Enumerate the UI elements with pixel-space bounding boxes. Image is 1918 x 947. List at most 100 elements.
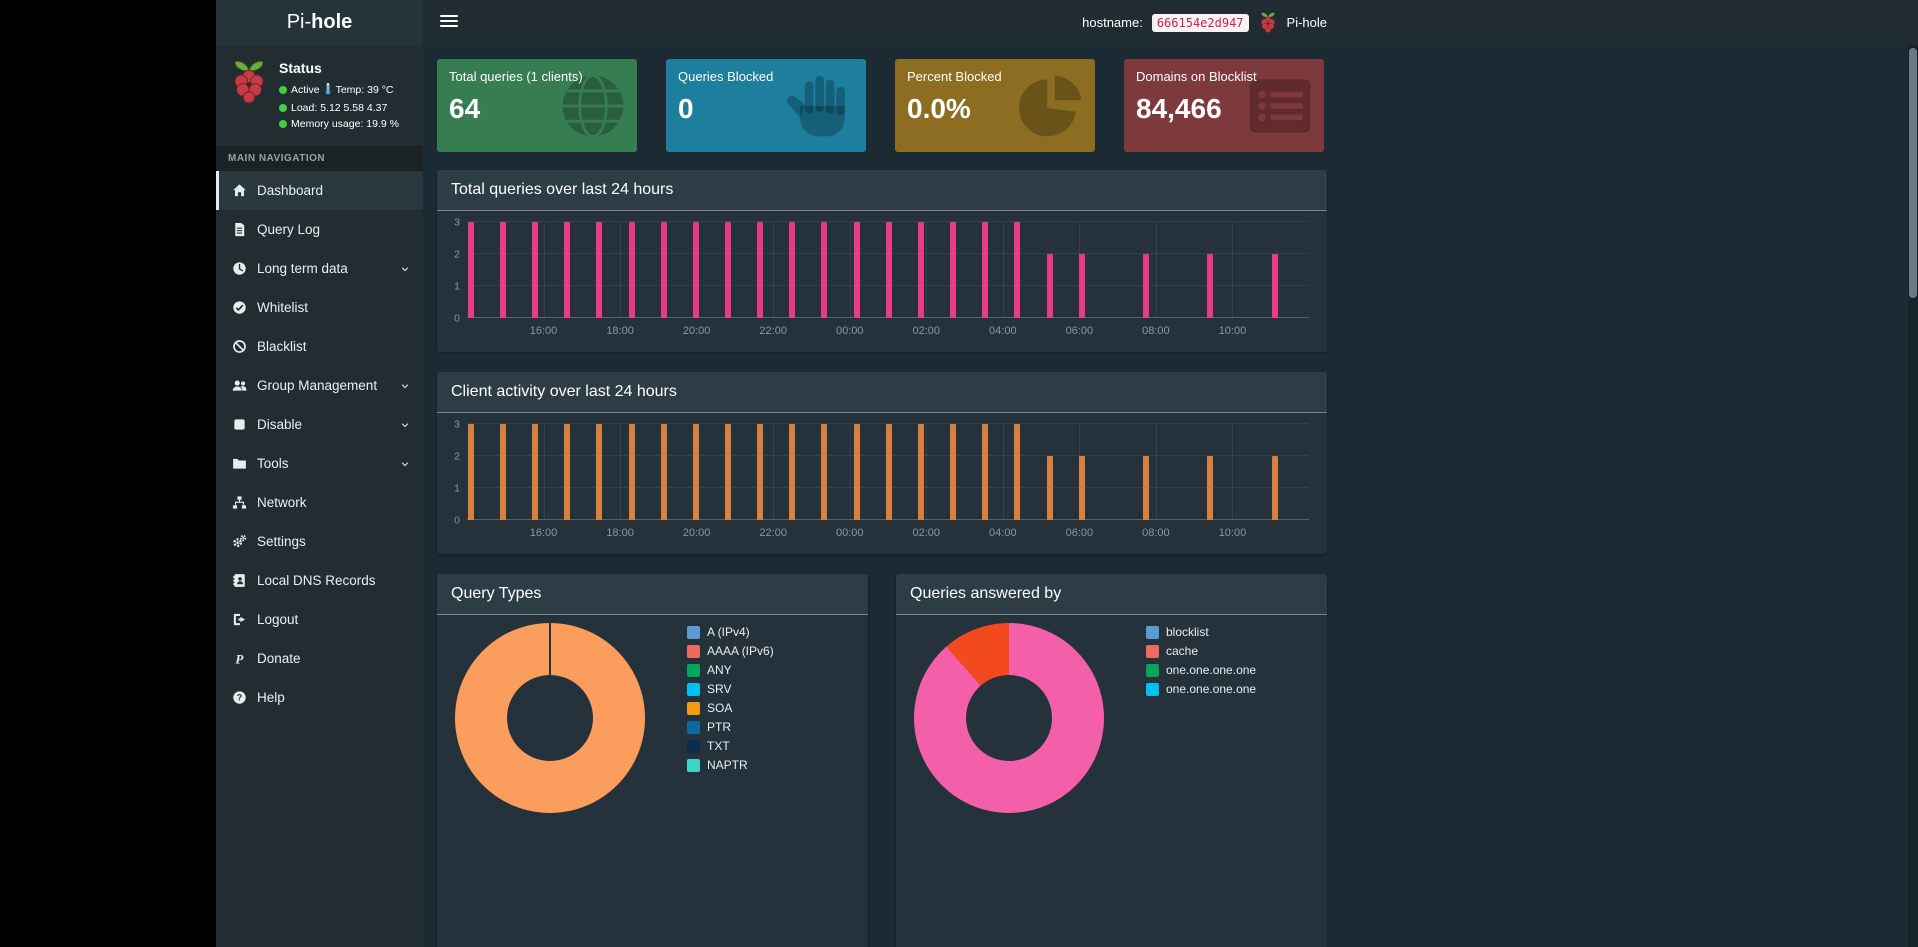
chart-bar[interactable] (1046, 254, 1053, 318)
chart-bar[interactable] (1014, 424, 1021, 520)
chart-bar[interactable] (467, 424, 474, 520)
query-types-chart[interactable] (455, 623, 645, 813)
chart-bar[interactable] (725, 222, 732, 318)
legend-swatch (687, 701, 700, 715)
hostname-label: hostname: (1082, 15, 1143, 30)
sidebar-item-dashboard[interactable]: Dashboard (216, 171, 423, 210)
legend-swatch (1146, 625, 1159, 639)
legend-item-naptr[interactable]: NAPTR (687, 758, 774, 772)
home-icon (230, 183, 248, 198)
legend-item-aaaa-ipv6[interactable]: AAAA (IPv6) (687, 644, 774, 658)
chart-bar[interactable] (789, 424, 796, 520)
chart-bar[interactable] (757, 222, 764, 318)
chart-bar[interactable] (725, 424, 732, 520)
chart-bar[interactable] (1142, 456, 1149, 520)
page-scrollbar[interactable] (1908, 0, 1918, 947)
query-types-legend: A (IPv4) AAAA (IPv6) ANY SRV SOA PTR TXT NAPTR (687, 625, 774, 777)
chart-bar[interactable] (950, 424, 957, 520)
chart-bar[interactable] (564, 424, 571, 520)
chart-bar[interactable] (853, 424, 860, 520)
sidebar-item-logout[interactable]: Logout (216, 600, 423, 639)
chart-bar[interactable] (467, 222, 474, 318)
chart-bar[interactable] (885, 222, 892, 318)
chart-bar[interactable] (499, 424, 506, 520)
chart-bar[interactable] (917, 222, 924, 318)
sidebar-item-disable[interactable]: Disable (216, 405, 423, 444)
sidebar-item-query-log[interactable]: Query Log (216, 210, 423, 249)
status-ok-icon (279, 120, 287, 128)
chart-bar[interactable] (499, 222, 506, 318)
chart-bar[interactable] (757, 424, 764, 520)
sidebar-item-network[interactable]: Network (216, 483, 423, 522)
sidebar-item-blacklist[interactable]: Blacklist (216, 327, 423, 366)
total-queries-chart[interactable]: 0 1 2 3 16:00 18:00 20:00 22:00 00:00 02:00 04:00 0… (454, 217, 1309, 337)
scrollbar-thumb[interactable] (1909, 48, 1917, 298)
pihole-admin-app: Pi-hole hostname: 666154e2d947 Pi-hole S… (216, 0, 1918, 947)
chart-bar[interactable] (1046, 456, 1053, 520)
legend-label: AAAA (IPv6) (707, 644, 774, 658)
chart-bar[interactable] (1014, 222, 1021, 318)
x-tick-label: 20:00 (682, 527, 711, 539)
chart-bar[interactable] (950, 222, 957, 318)
x-tick-label: 10:00 (1218, 527, 1247, 539)
chart-bar[interactable] (628, 222, 635, 318)
brand-prefix: Pi- (286, 11, 312, 33)
doughnut-chart[interactable] (914, 623, 1104, 813)
chart-bar[interactable] (821, 222, 828, 318)
chart-bar[interactable] (982, 424, 989, 520)
chart-bar[interactable] (789, 222, 796, 318)
sidebar-item-tools[interactable]: Tools (216, 444, 423, 483)
chart-bar[interactable] (982, 222, 989, 318)
queries-answered-by-chart[interactable] (914, 623, 1104, 813)
status-active-label: Active (291, 84, 320, 96)
chart-bar[interactable] (1271, 254, 1278, 318)
panel-client-activity: Client activity over last 24 hours 0 1 2 3 1… (437, 372, 1327, 554)
sidebar-item-donate[interactable]: P Donate (216, 639, 423, 678)
sidebar-item-whitelist[interactable]: Whitelist (216, 288, 423, 327)
chart-bar[interactable] (821, 424, 828, 520)
chart-bar[interactable] (596, 222, 603, 318)
legend-item-srv[interactable]: SRV (687, 682, 774, 696)
chart-bar[interactable] (564, 222, 571, 318)
legend-item-a-ipv4[interactable]: A (IPv4) (687, 625, 774, 639)
chart-bar[interactable] (660, 424, 667, 520)
chart-bar[interactable] (532, 424, 539, 520)
chart-bar[interactable] (628, 424, 635, 520)
sidebar-toggle-button[interactable] (440, 15, 458, 30)
card-value: 84,466 (1136, 93, 1222, 124)
legend-item-one-one-one-one[interactable]: one.one.one.one (1146, 682, 1256, 696)
chart-bar[interactable] (692, 222, 699, 318)
chart-bar[interactable] (532, 222, 539, 318)
chart-bar[interactable] (1142, 254, 1149, 318)
chart-bar[interactable] (1078, 254, 1085, 318)
chart-bar[interactable] (660, 222, 667, 318)
legend-item-soa[interactable]: SOA (687, 701, 774, 715)
chart-bar[interactable] (917, 424, 924, 520)
account-menu[interactable]: Pi-hole (1286, 15, 1327, 30)
legend-item-ptr[interactable]: PTR (687, 720, 774, 734)
sidebar-item-local-dns-records[interactable]: Local DNS Records (216, 561, 423, 600)
chart-bar[interactable] (596, 424, 603, 520)
client-activity-chart[interactable]: 0 1 2 3 16:00 18:00 20:00 22:00 00:00 02:00 04:00 0… (454, 419, 1309, 539)
chart-bar[interactable] (1078, 456, 1085, 520)
sidebar-item-group-management[interactable]: Group Management (216, 366, 423, 405)
sidebar-item-long-term-data[interactable]: Long term data (216, 249, 423, 288)
chart-bar[interactable] (853, 222, 860, 318)
chart-bar[interactable] (885, 424, 892, 520)
legend-item-txt[interactable]: TXT (687, 739, 774, 753)
legend-item-cache[interactable]: cache (1146, 644, 1256, 658)
legend-item-any[interactable]: ANY (687, 663, 774, 677)
chart-bar[interactable] (1207, 254, 1214, 318)
sidebar-item-settings[interactable]: Settings (216, 522, 423, 561)
chart-bar[interactable] (1271, 456, 1278, 520)
chart-bar[interactable] (692, 424, 699, 520)
doughnut-chart[interactable] (455, 623, 645, 813)
left-black-area (0, 0, 216, 947)
chart-bar[interactable] (1207, 456, 1214, 520)
sidebar: Status Active Temp: 39 °C Load: 5.12 5.5… (216, 45, 423, 947)
sidebar-item-help[interactable]: ? Help (216, 678, 423, 717)
legend-item-one-one-one-one[interactable]: one.one.one.one (1146, 663, 1256, 677)
brand-logo[interactable]: Pi-hole (216, 0, 423, 45)
legend-item-blocklist[interactable]: blocklist (1146, 625, 1256, 639)
x-tick-label: 02:00 (912, 527, 941, 539)
